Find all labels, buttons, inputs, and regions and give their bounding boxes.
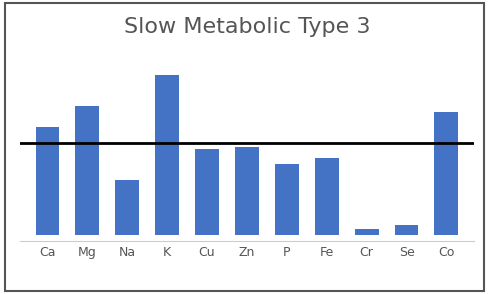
Bar	[394, 225, 418, 235]
Bar	[354, 229, 378, 235]
Bar	[274, 164, 298, 235]
Bar	[433, 112, 457, 235]
Bar	[155, 75, 179, 235]
Bar	[195, 149, 219, 235]
Bar	[36, 127, 60, 235]
Title: Slow Metabolic Type 3: Slow Metabolic Type 3	[123, 17, 369, 37]
Bar	[115, 180, 139, 235]
Bar	[314, 158, 338, 235]
Bar	[235, 147, 258, 235]
Bar	[75, 106, 99, 235]
